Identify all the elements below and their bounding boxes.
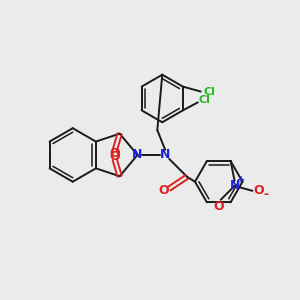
Text: O: O	[158, 184, 169, 197]
Text: Cl: Cl	[199, 95, 211, 106]
Text: N: N	[230, 179, 240, 192]
Text: O: O	[213, 200, 224, 213]
Text: Cl: Cl	[204, 86, 215, 97]
Text: -: -	[264, 188, 269, 201]
Text: N: N	[132, 148, 143, 161]
Text: N: N	[160, 148, 170, 161]
Text: O: O	[253, 184, 264, 197]
Text: +: +	[238, 175, 246, 185]
Text: O: O	[110, 147, 120, 160]
Text: O: O	[110, 150, 120, 163]
